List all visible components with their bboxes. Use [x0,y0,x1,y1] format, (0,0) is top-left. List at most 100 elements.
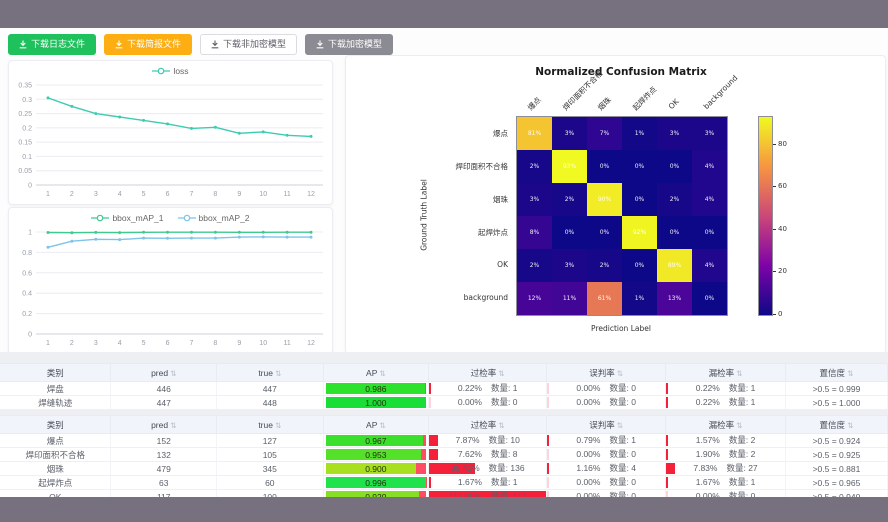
svg-text:0.2: 0.2 [22,311,32,318]
map-chart-legend: bbox_mAP_1 bbox_mAP_2 [9,213,332,223]
svg-text:7: 7 [190,340,194,347]
column-label: AP [366,419,378,430]
column-header-true[interactable]: true ⇅ [216,363,324,382]
column-label: 置信度 [819,367,846,378]
column-header-pred[interactable]: pred ⇅ [110,363,218,382]
rate-count: 数量: 0 [728,491,756,501]
legend-item-loss[interactable]: loss [152,66,189,76]
cell-over-detect: 7.62% 数量: 8 [428,447,548,462]
matrix-cell: 81% [517,117,553,151]
metrics-tables-section: 类别 pred ⇅ true ⇅ AP ⇅ 过检率 ⇅ 误判率 ⇅ 漏检率 ⇅ 置信度 ⇅ 焊盘 446 447 0… [0,352,888,504]
sort-icon[interactable]: ⇅ [170,420,177,430]
bottom-window-bar [0,497,888,522]
ap-value: 0.900 [365,463,387,474]
column-header-漏检率[interactable]: 漏检率 ⇅ [665,415,786,434]
sort-icon[interactable]: ⇅ [498,420,505,430]
svg-text:0.1: 0.1 [22,154,32,161]
column-header-误判率[interactable]: 误判率 ⇅ [546,363,667,382]
matrix-cell: 4% [692,249,727,283]
matrix-cell: 0% [657,150,693,184]
sort-icon[interactable]: ⇅ [847,368,854,378]
button-label: 下载日志文件 [31,39,86,49]
rate-percent: 0.22% [695,397,720,407]
rate-bar [666,449,669,460]
svg-text:12: 12 [307,191,315,198]
column-header-漏检率[interactable]: 漏检率 ⇅ [665,363,786,382]
colorbar-tick-mark [773,314,776,315]
matrix-col-label: 起焊炸点 [630,84,659,113]
rate-bar [547,383,550,394]
svg-text:3: 3 [94,191,98,198]
svg-text:2: 2 [70,191,74,198]
matrix-cell: 7% [587,117,623,151]
column-header-置信度[interactable]: 置信度 ⇅ [784,415,888,434]
sort-icon[interactable]: ⇅ [498,368,505,378]
cell-confidence: >0.5 = 1.000 [785,395,888,410]
column-header-true[interactable]: true ⇅ [216,415,324,434]
rate-bar [429,397,432,408]
svg-text:5: 5 [142,340,146,347]
rate-percent: 0.00% [576,383,601,393]
colorbar-tick-mark [773,186,776,187]
column-label: 过检率 [470,419,497,430]
sort-icon[interactable]: ⇅ [616,368,624,378]
cell-over-detect: 7.87% 数量: 10 [428,433,548,448]
ap-bar-remainder [416,463,427,474]
column-header-pred[interactable]: pred ⇅ [110,415,218,434]
cell-true: 345 [216,461,324,476]
cell-misjudge: 0.00% 数量: 0 [546,395,667,410]
svg-text:0.3: 0.3 [22,97,32,104]
rate-bar [547,463,550,474]
sort-icon[interactable]: ⇅ [616,420,624,430]
colorbar-tick-label: 80 [778,140,787,148]
cell-ap: 0.986 [323,381,430,396]
sort-icon[interactable]: ⇅ [736,368,743,378]
rate-percent: 1.90% [695,449,720,459]
svg-text:2: 2 [70,340,74,347]
download-plain-model-button[interactable]: 下载非加密模型 [200,34,298,55]
matrix-cell: 2% [552,183,588,217]
column-header-误判率[interactable]: 误判率 ⇅ [546,415,667,434]
column-label: 过检率 [470,367,497,378]
column-header-过检率[interactable]: 过检率 ⇅ [428,415,548,434]
cell-pred: 447 [110,395,218,410]
download-report-button[interactable]: 下载简报文件 [104,34,193,55]
rate-count: 数量: 1 [609,435,636,445]
rate-percent: 7.83% [693,463,718,473]
sort-icon[interactable]: ⇅ [274,368,282,378]
rate-count: 数量: 136 [488,463,525,473]
cell-confidence: >0.5 = 0.924 [785,433,888,448]
sort-icon[interactable]: ⇅ [736,420,743,430]
sort-icon[interactable]: ⇅ [379,420,386,430]
column-header-置信度[interactable]: 置信度 ⇅ [784,363,888,382]
ap-bar [325,477,426,488]
ap-bar-remainder [424,383,427,394]
matrix-cell: 3% [552,117,588,151]
rate-percent: 1.57% [695,435,720,445]
download-icon [19,40,27,49]
column-header-AP[interactable]: AP ⇅ [322,415,430,434]
svg-text:12: 12 [307,340,315,347]
column-header-AP[interactable]: AP ⇅ [322,363,430,382]
rate-bar [547,491,550,502]
matrix-cell: 93% [552,150,588,184]
table-row: 焊盘 446 447 0.986 0.22% 数量: 1 0.00% 数量: 0 0.22% 数量… [0,381,888,396]
cell-pred: 152 [110,433,218,448]
confusion-matrix-card: Normalized Confusion Matrix Ground Truth… [345,55,886,354]
matrix-col-label: 烟珠 [595,95,613,113]
legend-item-bbox_mAP_2[interactable]: bbox_mAP_2 [177,213,250,223]
column-header-过检率[interactable]: 过检率 ⇅ [428,363,548,382]
legend-item-bbox_mAP_1[interactable]: bbox_mAP_1 [91,213,164,223]
rate-bar [429,449,439,460]
sort-icon[interactable]: ⇅ [379,368,386,378]
rate-percent: 0.22% [695,383,720,393]
download-log-button[interactable]: 下载日志文件 [8,34,97,55]
sort-icon[interactable]: ⇅ [847,420,854,430]
cell-ap: 0.996 [323,475,430,490]
matrix-cell: 2% [657,183,693,217]
rate-count: 数量: 0 [491,397,518,407]
rate-count: 数量: 117 [491,491,527,501]
sort-icon[interactable]: ⇅ [274,420,282,430]
sort-icon[interactable]: ⇅ [170,368,177,378]
download-encrypted-model-button[interactable]: 下载加密模型 [305,34,394,55]
